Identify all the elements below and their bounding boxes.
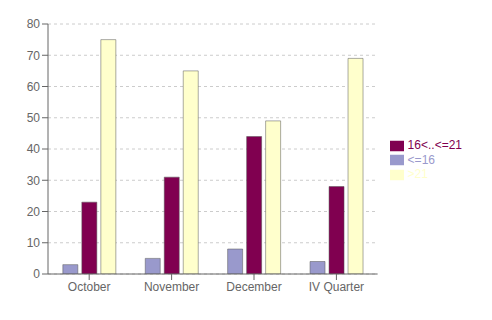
svg-text:November: November — [144, 280, 199, 294]
svg-text:70: 70 — [27, 49, 41, 63]
html-text:>21: >21 — [407, 167, 428, 182]
svg-text:0: 0 — [33, 267, 40, 281]
html-text:16<..<=21: 16<..<=21 — [407, 137, 462, 152]
svg-text:30: 30 — [27, 174, 41, 188]
svg-text:IV Quarter: IV Quarter — [309, 280, 364, 294]
svg-text:10: 10 — [27, 236, 41, 250]
svg-text:50: 50 — [27, 111, 41, 125]
svg-text:December: December — [226, 280, 281, 294]
svg-text:October: October — [68, 280, 111, 294]
html-text:<=16: <=16 — [407, 152, 435, 167]
svg-text:60: 60 — [27, 80, 41, 94]
svg-text:80: 80 — [27, 17, 41, 31]
svg-text:40: 40 — [27, 142, 41, 156]
svg-text:20: 20 — [27, 205, 41, 219]
